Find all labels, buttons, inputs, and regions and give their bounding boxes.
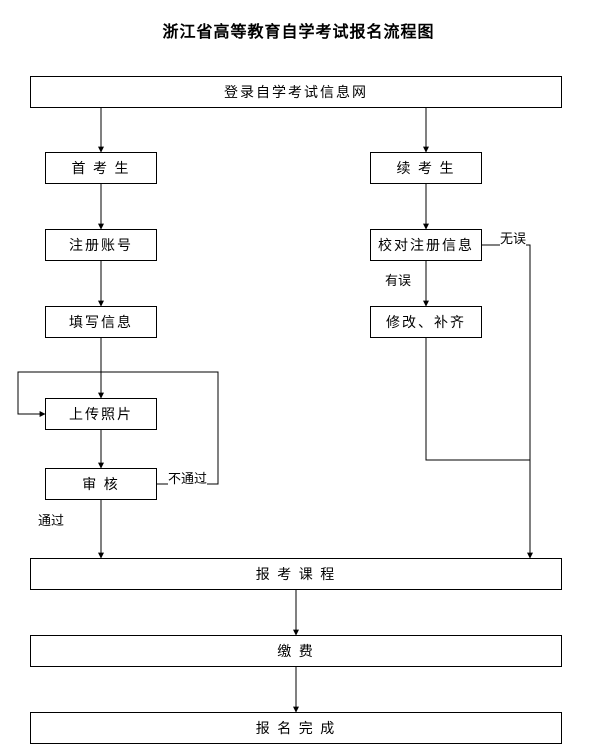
node-login: 登录自学考试信息网	[30, 76, 562, 108]
node-done: 报 名 完 成	[30, 712, 562, 744]
label-pass: 通过	[38, 510, 64, 529]
node-register: 注册账号	[45, 229, 157, 261]
node-pay: 缴 费	[30, 635, 562, 667]
node-upload: 上传照片	[45, 398, 157, 430]
node-first: 首 考 生	[45, 152, 157, 184]
node-fill: 填写信息	[45, 306, 157, 338]
label-correct: 无误	[500, 228, 526, 247]
node-course: 报 考 课 程	[30, 558, 562, 590]
node-verify: 校对注册信息	[370, 229, 482, 261]
node-audit: 审 核	[45, 468, 157, 500]
node-modify: 修改、补齐	[370, 306, 482, 338]
node-continue: 续 考 生	[370, 152, 482, 184]
label-fail: 不通过	[168, 468, 207, 487]
label-wrong: 有误	[385, 270, 411, 289]
